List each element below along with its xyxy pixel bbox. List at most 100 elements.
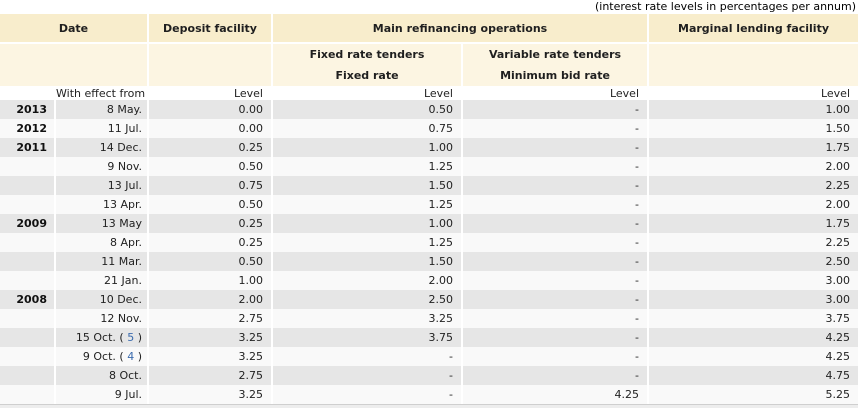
year-cell: 2013: [0, 100, 56, 119]
footnote-wrap: ( 5 ): [115, 331, 142, 344]
fixed-rate-level-cell: -: [272, 366, 463, 385]
date-cell: 12 Nov. ( ): [55, 309, 149, 328]
variable-tenders-label: Variable rate tenders: [488, 48, 622, 61]
marginal-level-cell: 4.25: [648, 328, 858, 347]
subheader-marginal-empty: [648, 43, 858, 86]
subheader-variable-tenders: Variable rate tenders Minimum bid rate: [462, 43, 650, 86]
year-cell: 2012: [0, 119, 56, 138]
subheader-fixed-tenders: Fixed rate tenders Fixed rate: [272, 43, 463, 86]
marginal-level-cell: 1.00: [648, 100, 858, 119]
deposit-level-cell: 3.25: [148, 347, 273, 366]
date-text: 11 Jul.: [107, 122, 142, 135]
date-text: 13 Apr.: [102, 198, 142, 211]
subheader-deposit-empty: [148, 43, 273, 86]
year-cell: [0, 366, 56, 385]
units-annotation: (interest rate levels in percentages per…: [594, 0, 856, 13]
fixed-tenders-label: Fixed rate tenders: [309, 48, 425, 61]
year-cell: [0, 328, 56, 347]
date-cell: 8 May. ( ): [55, 100, 149, 119]
date-text: 14 Dec.: [99, 141, 142, 154]
fixed-rate-level-cell: -: [272, 385, 463, 404]
date-cell: 10 Dec. ( ): [55, 290, 149, 309]
date-cell: 8 Apr. ( ): [55, 233, 149, 252]
marginal-level-cell: 5.25: [648, 385, 858, 404]
variable-rate-level-cell: -: [462, 328, 650, 347]
table-row: 15 Oct. ( 5 ) 3.25 3.75 - 4.25: [0, 328, 858, 347]
date-text: 13 May: [101, 217, 142, 230]
date-cell: 11 Jul. ( ): [55, 119, 149, 138]
table-row: 9 Nov. ( ) 0.50 1.25 - 2.00: [0, 157, 858, 176]
year-cell: [0, 309, 56, 328]
deposit-level-cell: 0.50: [148, 252, 273, 271]
variable-rate-level-cell: -: [462, 252, 650, 271]
marginal-level-cell: 1.75: [648, 138, 858, 157]
header-row-level: With effect from Level Level Level Level: [0, 86, 858, 100]
date-cell: 9 Oct. ( 4 ): [55, 347, 149, 366]
footnote-link[interactable]: 5: [127, 331, 135, 344]
fixed-rate-level-cell: 2.00: [272, 271, 463, 290]
variable-rate-level-cell: -: [462, 176, 650, 195]
deposit-level-cell: 0.00: [148, 119, 273, 138]
footnote-link[interactable]: 4: [127, 350, 135, 363]
table-row: 12 Nov. ( ) 2.75 3.25 - 3.75: [0, 309, 858, 328]
date-cell: 13 May ( ): [55, 214, 149, 233]
variable-rate-level-cell: -: [462, 233, 650, 252]
date-text: 11 Mar.: [101, 255, 142, 268]
table-row: 2013 8 May. ( ) 0.00 0.50 - 1.00: [0, 100, 858, 119]
table-row: 8 Oct. ( ) 2.75 - - 4.75: [0, 366, 858, 385]
variable-rate-level-cell: -: [462, 138, 650, 157]
variable-rate-level-cell: -: [462, 214, 650, 233]
level-label-fixed: Level: [272, 86, 463, 100]
variable-rate-level-cell: -: [462, 100, 650, 119]
variable-rate-level-cell: -: [462, 290, 650, 309]
marginal-level-cell: 2.50: [648, 252, 858, 271]
fixed-rate-level-cell: -: [272, 347, 463, 366]
deposit-level-cell: 0.00: [148, 100, 273, 119]
marginal-level-cell: 3.00: [648, 271, 858, 290]
header-date: Date: [0, 14, 149, 44]
level-label-marginal: Level: [648, 86, 858, 100]
level-year-empty: [0, 86, 56, 100]
header-main-refinancing: Main refinancing operations: [272, 14, 650, 44]
marginal-level-cell: 3.00: [648, 290, 858, 309]
deposit-level-cell: 2.75: [148, 366, 273, 385]
date-text: 21 Jan.: [104, 274, 142, 287]
deposit-level-cell: 0.25: [148, 233, 273, 252]
year-cell: [0, 176, 56, 195]
fixed-rate-level-cell: 0.75: [272, 119, 463, 138]
fixed-rate-level-cell: 1.50: [272, 176, 463, 195]
fixed-rate-level-cell: 3.25: [272, 309, 463, 328]
marginal-level-cell: 2.25: [648, 233, 858, 252]
date-cell: 15 Oct. ( 5 ): [55, 328, 149, 347]
fixed-rate-level-cell: 2.50: [272, 290, 463, 309]
year-cell: [0, 233, 56, 252]
table-row: 2012 11 Jul. ( ) 0.00 0.75 - 1.50: [0, 119, 858, 138]
variable-rate-level-cell: -: [462, 347, 650, 366]
fixed-rate-level-cell: 1.00: [272, 138, 463, 157]
year-cell: 2009: [0, 214, 56, 233]
variable-rate-level-cell: -: [462, 309, 650, 328]
date-text: 12 Nov.: [100, 312, 142, 325]
date-cell: 11 Mar. ( ): [55, 252, 149, 271]
date-cell: 13 Jul. ( ): [55, 176, 149, 195]
deposit-level-cell: 0.25: [148, 138, 273, 157]
deposit-level-cell: 2.00: [148, 290, 273, 309]
deposit-level-cell: 0.50: [148, 157, 273, 176]
date-text: 8 Oct.: [108, 369, 142, 382]
header-marginal-lending: Marginal lending facility: [648, 14, 858, 44]
date-cell: 21 Jan. ( ): [55, 271, 149, 290]
variable-rate-level-cell: -: [462, 157, 650, 176]
year-cell: [0, 385, 56, 404]
year-cell: 2008: [0, 290, 56, 309]
table-row: 13 Apr. ( ) 0.50 1.25 - 2.00: [0, 195, 858, 214]
year-cell: 2011: [0, 138, 56, 157]
table-row: 13 Jul. ( ) 0.75 1.50 - 2.25: [0, 176, 858, 195]
date-text: 13 Jul.: [107, 179, 142, 192]
table-row: 21 Jan. ( ) 1.00 2.00 - 3.00: [0, 271, 858, 290]
variable-rate-level-cell: -: [462, 195, 650, 214]
interest-rates-table: Date Deposit facility Main refinancing o…: [0, 14, 858, 404]
date-text: 15 Oct.: [75, 331, 116, 344]
level-label-deposit: Level: [148, 86, 273, 100]
date-cell: 13 Apr. ( ): [55, 195, 149, 214]
